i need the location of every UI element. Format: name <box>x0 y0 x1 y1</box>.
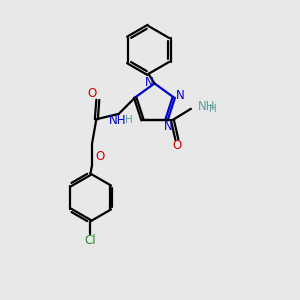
Text: O: O <box>87 87 97 101</box>
Text: NH: NH <box>109 114 126 127</box>
Text: N: N <box>176 89 184 102</box>
Text: Cl: Cl <box>85 234 96 247</box>
Text: H: H <box>208 104 216 114</box>
Text: H: H <box>125 116 133 125</box>
Text: N: N <box>164 120 172 133</box>
Text: NH: NH <box>197 100 215 113</box>
Text: O: O <box>96 150 105 164</box>
Text: O: O <box>173 139 182 152</box>
Text: N: N <box>145 76 154 89</box>
